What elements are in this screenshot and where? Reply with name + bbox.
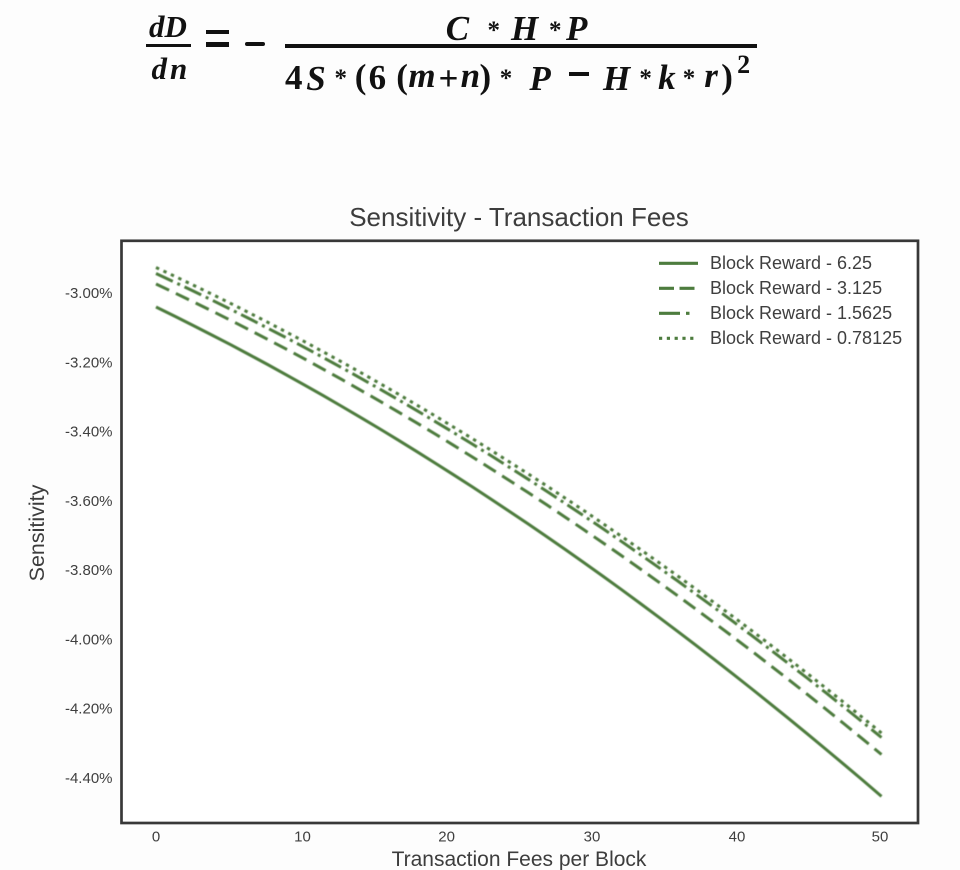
svg-text:Block Reward - 3.125: Block Reward - 3.125 [710,278,882,298]
svg-text:-3.60%: -3.60% [65,493,113,510]
svg-text:-4.20%: -4.20% [65,701,113,718]
svg-text:-3.40%: -3.40% [65,424,113,441]
svg-text:0: 0 [152,829,160,846]
svg-text:Sensitivity: Sensitivity [25,484,49,581]
svg-text:Sensitivity - Transaction Fees: Sensitivity - Transaction Fees [349,202,689,232]
svg-text:Block Reward - 1.5625: Block Reward - 1.5625 [710,303,892,323]
svg-text:-4.00%: -4.00% [65,631,113,648]
svg-text:Transaction Fees per Block: Transaction Fees per Block [392,848,647,870]
svg-text:20: 20 [438,829,455,846]
svg-text:-3.80%: -3.80% [65,562,113,579]
svg-text:10: 10 [294,829,311,846]
svg-text:-3.20%: -3.20% [65,354,113,371]
svg-text:Block Reward - 0.78125: Block Reward - 0.78125 [710,328,902,348]
svg-text:-4.40%: -4.40% [65,770,113,787]
svg-text:30: 30 [584,829,601,846]
svg-text:40: 40 [729,829,746,846]
svg-text:Block Reward - 6.25: Block Reward - 6.25 [710,253,872,273]
svg-text:-3.00%: -3.00% [65,285,113,302]
svg-text:50: 50 [872,829,889,846]
